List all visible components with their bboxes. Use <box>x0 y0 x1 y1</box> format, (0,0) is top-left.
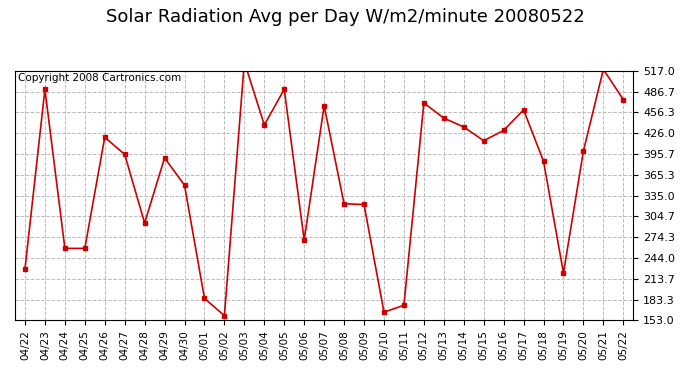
Text: Solar Radiation Avg per Day W/m2/minute 20080522: Solar Radiation Avg per Day W/m2/minute … <box>106 8 584 26</box>
Text: Copyright 2008 Cartronics.com: Copyright 2008 Cartronics.com <box>18 73 181 83</box>
